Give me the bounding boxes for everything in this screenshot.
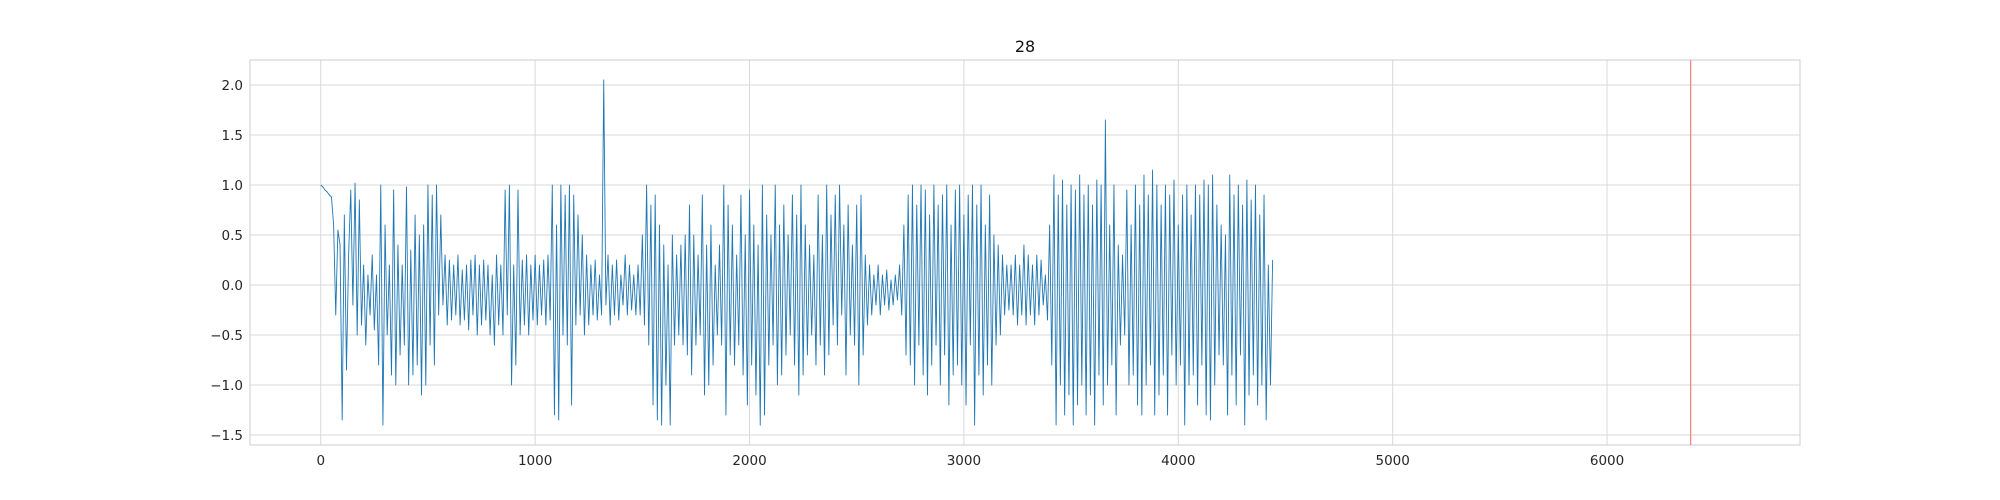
x-tick-label: 0 <box>316 453 325 469</box>
y-tick-label: −0.5 <box>210 328 243 344</box>
x-tick-label: 2000 <box>732 453 766 469</box>
y-tick-label: −1.0 <box>210 378 243 394</box>
grid <box>250 60 1800 445</box>
plot-frame <box>249 59 1801 446</box>
y-tick-label: 1.0 <box>222 178 243 194</box>
plot-background <box>250 60 1800 445</box>
x-axis-ticks: 0 1000 2000 3000 4000 5000 6000 <box>316 453 1624 469</box>
chart-title: 28 <box>1015 37 1035 56</box>
x-tick-label: 3000 <box>947 453 981 469</box>
x-tick-label: 5000 <box>1375 453 1409 469</box>
y-tick-label: 2.0 <box>222 78 243 94</box>
y-tick-label: 0.0 <box>222 278 243 294</box>
y-tick-label: 0.5 <box>222 228 243 244</box>
y-axis-ticks: −1.5 −1.0 −0.5 0.0 0.5 1.0 1.5 2.0 <box>210 78 243 444</box>
series-line <box>320 79 1274 426</box>
x-tick-label: 4000 <box>1161 453 1195 469</box>
x-tick-label: 1000 <box>518 453 552 469</box>
series-layer <box>320 79 1274 426</box>
y-tick-label: 1.5 <box>222 128 243 144</box>
y-tick-label: −1.5 <box>210 428 243 444</box>
axes-frame <box>249 59 1801 446</box>
x-tick-label: 6000 <box>1590 453 1624 469</box>
